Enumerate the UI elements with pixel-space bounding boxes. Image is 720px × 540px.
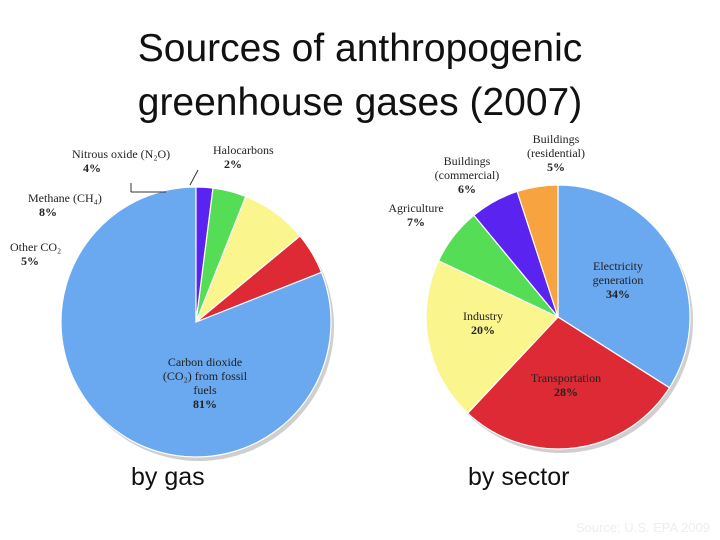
pie-slice-1-0 (557, 184, 691, 389)
chart-title-line-2: greenhouse gases (2007) (137, 81, 583, 124)
slice-label-0-1: Other CO₂ 5% (10, 240, 61, 268)
pie-by-gas-labels: Carbon dioxide (CO₂) from fossil fuels 81% O… (10, 143, 274, 411)
pie-by-sector (425, 184, 693, 453)
pie-slice-0-4 (195, 186, 214, 323)
pie-slice-1-5 (516, 184, 559, 318)
source-note: Source: U.S. EPA 2009 (575, 520, 710, 535)
slice-label-1-4: Buildings (commercial) 6% (435, 154, 500, 196)
slice-label-0-0: Carbon dioxide (CO₂) from fossil fuels 81% (163, 355, 248, 411)
slice-label-1-2: Industry 20% (463, 309, 503, 337)
pie-slice-1-2 (425, 260, 560, 415)
pie-by-sector-labels: Electricity generation 34% Transportation 28… (388, 132, 643, 399)
slice-label-1-3: Agriculture 7% (388, 201, 443, 229)
pie-slice-1-1 (466, 316, 671, 450)
slice-label-1-1: Transportation 28% (531, 371, 601, 399)
slice-label-0-3: Nitrous oxide (N₂O) 4% (72, 147, 170, 175)
chart-title: Sources of anthropogenic greenhouse gase… (0, 22, 720, 130)
slice-label-0-2: Methane (CH₄) 8% (28, 191, 102, 219)
slice-label-1-0: Electricity generation 34% (593, 259, 644, 301)
caption-by-gas: by gas (131, 463, 205, 491)
pie-by-gas (60, 186, 334, 461)
slice-label-1-5: Buildings (residential) 5% (527, 132, 585, 174)
chart-title-line-1: Sources of anthropogenic (137, 27, 583, 70)
slice-label-0-4: Halocarbons 2% (213, 143, 274, 171)
caption-by-sector: by sector (468, 463, 570, 491)
leader-line (189, 169, 199, 186)
